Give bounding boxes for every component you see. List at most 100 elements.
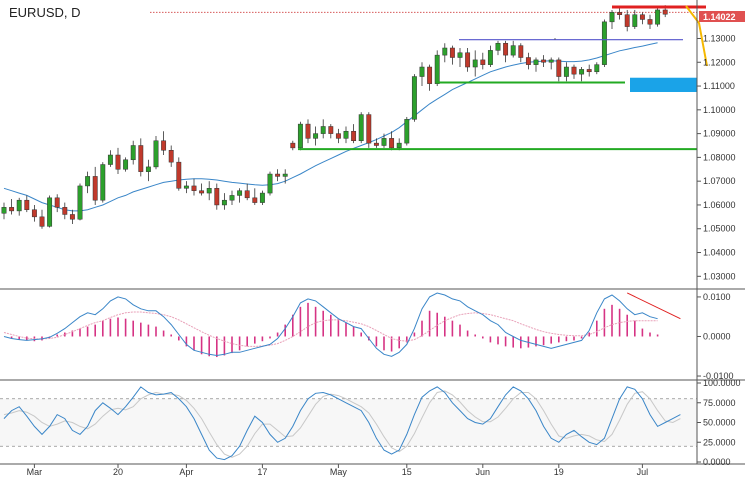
candle-body	[396, 142, 402, 149]
price-axis: 1.13000 1.12000 1.11000 1.10000 1.09000 1.080…	[697, 33, 741, 467]
candle-body	[533, 59, 539, 65]
candle-body	[487, 50, 493, 65]
moving-average	[3, 42, 658, 212]
candle-body	[571, 66, 577, 75]
stoch-tick-label: 25.0000	[703, 437, 736, 447]
stoch-k-line	[3, 386, 681, 461]
time-tick-label: 20	[113, 467, 123, 477]
stoch-tick-label: 50.0000	[703, 418, 736, 428]
time-tick-label: 15	[402, 467, 412, 477]
candle-body	[442, 47, 448, 56]
macd-signal-line	[3, 311, 658, 347]
candle-body	[183, 185, 189, 189]
candle-body	[624, 14, 630, 27]
price-tick-label: 1.05000	[703, 224, 736, 234]
macd-tick-label: -0.0100	[703, 371, 734, 381]
macd-divergence-line	[626, 292, 681, 320]
candle-body	[647, 19, 653, 25]
candle-body	[191, 185, 197, 191]
candle-body	[495, 42, 501, 51]
time-tick-label: 17	[257, 467, 267, 477]
candle-body	[449, 47, 455, 58]
candle-body	[297, 123, 303, 149]
candle-body	[328, 126, 334, 134]
candle-body	[601, 21, 607, 65]
candle-body	[16, 199, 22, 212]
candle-body	[427, 66, 433, 84]
time-tick-label: Apr	[179, 467, 193, 477]
price-tick-label: 1.07000	[703, 176, 736, 186]
candle-body	[586, 69, 592, 73]
candle-body	[632, 14, 638, 27]
candle-body	[69, 214, 75, 220]
macd-tick-label: 0.0000	[703, 331, 731, 341]
candle-body	[639, 14, 645, 20]
candle-body	[594, 64, 600, 73]
candle-body	[358, 114, 364, 141]
candle-body	[465, 52, 471, 68]
candle-body	[24, 199, 30, 210]
moving-average-line	[3, 42, 658, 212]
macd-main-line	[3, 292, 658, 357]
candle-body	[275, 173, 281, 177]
candle-body	[366, 114, 372, 144]
candle-body	[77, 185, 83, 220]
candle-body	[389, 138, 395, 149]
current-price-tag-bg	[699, 11, 745, 22]
candle-body	[457, 52, 463, 58]
target-zone-box	[630, 77, 697, 92]
time-axis: Mar 20 Apr 17 May 15 Jun 19 Jul	[27, 464, 648, 477]
candle-body	[548, 59, 554, 63]
candles	[1, 5, 668, 229]
price-tick-label: 1.10000	[703, 105, 736, 115]
candle-body	[472, 59, 478, 68]
candle-body	[290, 142, 296, 149]
candle-body	[54, 197, 60, 208]
candle-body	[62, 207, 68, 215]
candle-body	[92, 176, 98, 201]
candle-body	[221, 199, 227, 206]
macd-panel	[3, 292, 681, 358]
candle-body	[85, 176, 91, 187]
candle-body	[351, 130, 357, 141]
candle-body	[541, 59, 547, 63]
candle-body	[320, 126, 326, 134]
candle-body	[161, 140, 167, 151]
candle-body	[662, 9, 668, 15]
price-tick-label: 1.11000	[703, 81, 735, 91]
candle-body	[130, 145, 136, 161]
candle-body	[381, 138, 387, 146]
candle-body	[343, 130, 349, 139]
candle-body	[411, 76, 417, 120]
candle-body	[617, 12, 623, 15]
candle-body	[313, 133, 319, 139]
candle-body	[609, 12, 615, 23]
candle-body	[229, 195, 235, 201]
candle-body	[9, 207, 15, 212]
candle-body	[335, 133, 341, 139]
candle-body	[267, 173, 273, 194]
price-tick-label: 1.04000	[703, 248, 736, 258]
stochastic-panel	[0, 386, 697, 461]
candle-body	[107, 154, 113, 165]
time-tick-label: May	[330, 467, 348, 477]
stoch-band	[0, 398, 697, 447]
candle-body	[556, 59, 562, 77]
candle-body	[168, 150, 174, 163]
candle-body	[138, 145, 144, 172]
candle-body	[510, 45, 516, 56]
candle-body	[206, 188, 212, 194]
current-price-label: 1.14022	[703, 12, 736, 22]
candle-body	[525, 57, 531, 65]
price-tick-label: 1.08000	[703, 152, 736, 162]
candle-body	[115, 154, 121, 170]
candle-body	[237, 190, 243, 196]
candle-body	[199, 190, 205, 194]
stoch-tick-label: 100.0000	[703, 378, 741, 388]
candle-body	[480, 59, 486, 65]
candle-body	[1, 207, 7, 214]
candle-body	[123, 159, 129, 170]
candle-body	[244, 190, 250, 199]
